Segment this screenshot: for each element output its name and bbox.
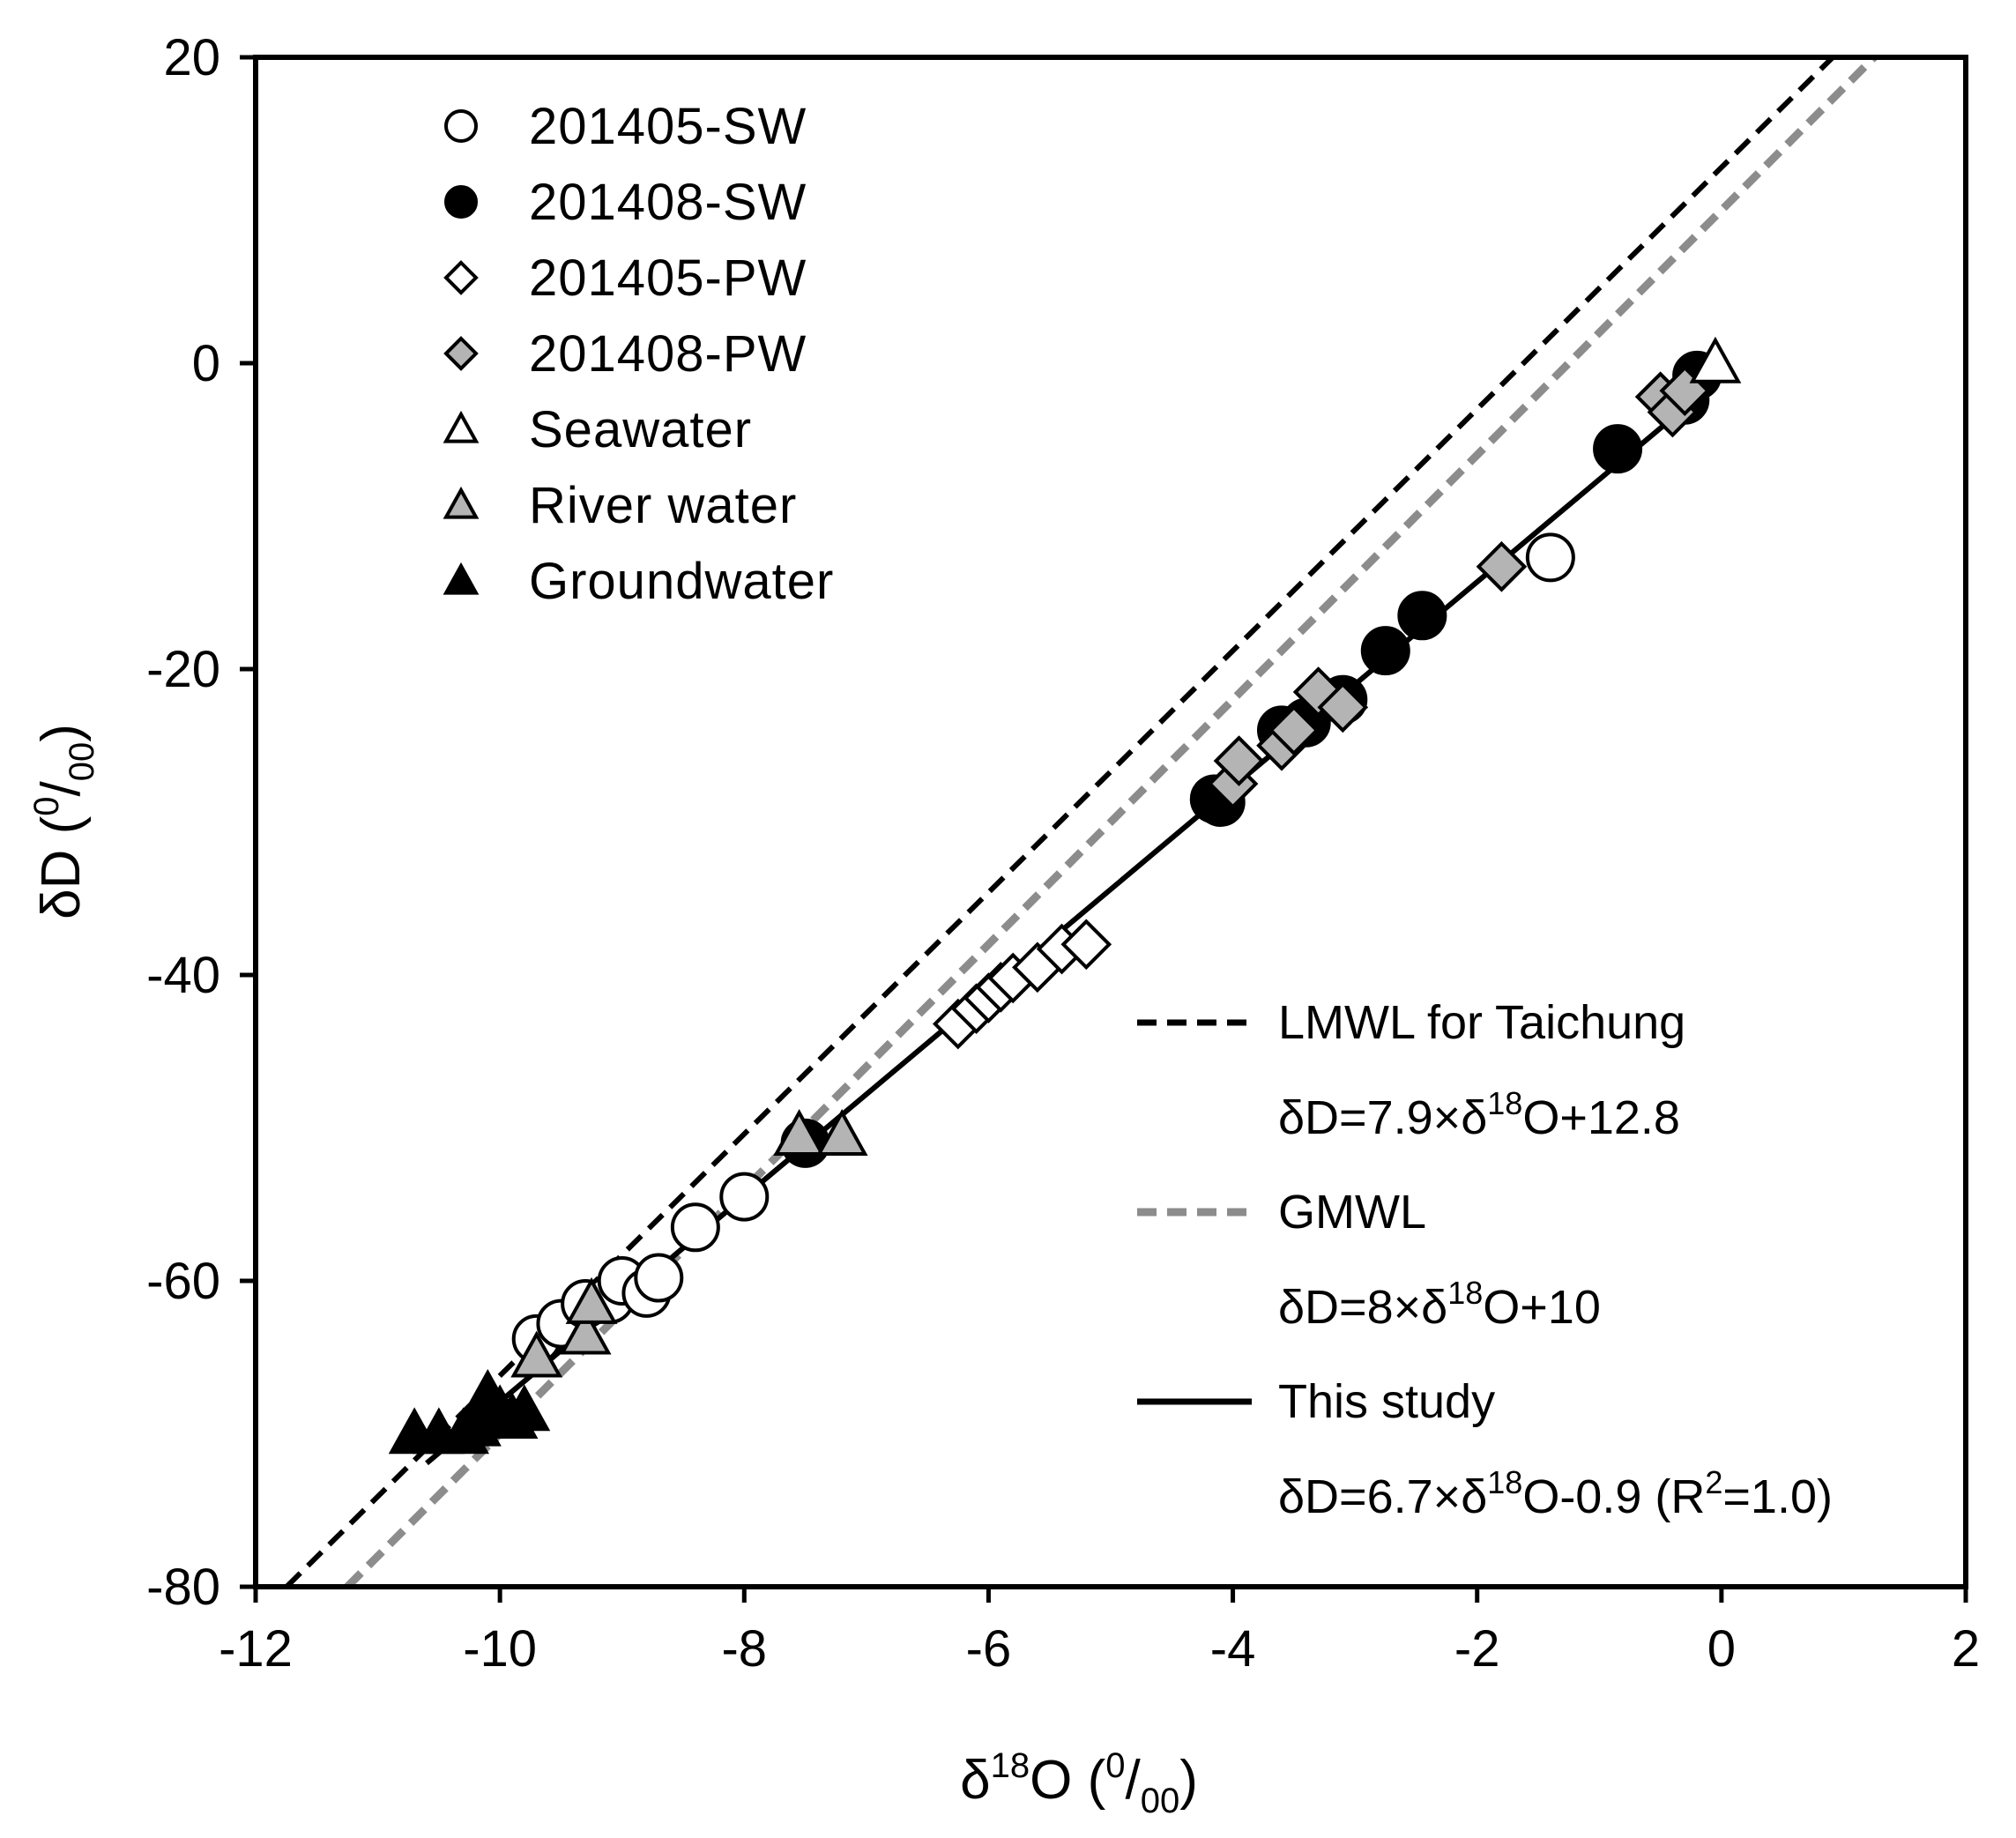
series-201405-pw [932,919,1112,1050]
y-tick-label: -40 [146,947,220,1004]
legend-lmwl-equation: δD=7.9×δ18O+12.8 [1278,1085,1680,1144]
legend-marker-groundwater [443,562,480,595]
x-axis-title-delta: δ [960,1750,991,1811]
lmwl-eq-pre: δD=7.9×δ [1278,1091,1487,1144]
point-201405-sw [1525,532,1575,583]
y-tick-label: 0 [192,335,220,392]
y-axis-title-unit-sup: 0 [27,796,66,815]
legend-label-201405-sw: 201405-SW [529,98,807,155]
y-axis-title-close: ) [31,724,92,742]
legend-gmwl-equation: δD=8×δ18O+10 [1278,1275,1601,1334]
legend-marker-201405-pw [443,260,479,295]
x-axis-title-sup: 18 [991,1746,1030,1785]
line-legend: LMWL for Taichung δD=7.9×δ18O+12.8 GMWL … [1137,996,1833,1523]
line-lmwl-for-taichung [284,57,1835,1587]
legend-marker-river-water [443,486,480,519]
line-gmwl [344,57,1878,1587]
x-axis-title-main: O ( [1030,1750,1105,1811]
legend-gmwl-label: GMWL [1278,1186,1426,1239]
point-201408-pw [1268,704,1320,756]
point-river-water [815,1109,868,1156]
point-groundwater [498,1384,551,1432]
point-201405-sw [719,1172,770,1222]
series-groundwater [388,1369,551,1455]
legend-label-201408-pw: 201408-PW [529,325,807,383]
y-axis-title-main: δD ( [31,815,92,919]
point-201408-pw [1213,735,1265,786]
point-201408-sw [1397,591,1447,641]
x-tick-label: -6 [966,1620,1012,1678]
series-201408-pw [1207,365,1711,809]
point-201405-sw [670,1202,720,1253]
x-tick-label: -10 [463,1620,537,1678]
legend-label-seawater: Seawater [529,401,752,458]
point-201408-pw [1317,681,1369,733]
point-river-water [559,1307,612,1355]
x-tick-label: -2 [1454,1620,1500,1678]
gmwl-eq-post: O+10 [1483,1281,1601,1334]
point-seawater [1689,336,1742,383]
point-201408-pw [1476,540,1528,592]
legend-study-equation: δD=6.7×δ18O-0.9 (R2=1.0) [1278,1464,1833,1523]
y-tick-label: -20 [146,641,220,698]
point-river-water [510,1330,563,1378]
legend-marker-201405-sw [444,109,478,143]
legend-label-201408-sw: 201408-SW [529,174,807,231]
legend-label-groundwater: Groundwater [529,553,834,610]
x-tick-label: 2 [1952,1620,1980,1678]
x-axis-title: δ18O (0/00) [960,1746,1198,1820]
y-tick-label: -80 [146,1559,220,1616]
point-river-water [773,1109,826,1156]
y-tick-label: -60 [146,1253,220,1310]
plot-frame [253,55,1968,1589]
study-eq-mid: O-0.9 (R [1522,1470,1705,1523]
y-tick-label: 20 [163,29,220,86]
lmwl-eq-sup: 18 [1487,1085,1522,1121]
legend-marker-201408-pw [443,336,479,371]
y-axis-title-unit-sub: 00 [63,742,101,782]
study-eq-post: =1.0) [1722,1470,1833,1523]
x-tick-label: -12 [219,1620,293,1678]
series-river-water [510,1109,868,1378]
legend-lmwl-label: LMWL for Taichung [1278,996,1685,1049]
point-201405-sw [634,1253,684,1303]
gmwl-eq-pre: δD=8×δ [1278,1281,1447,1334]
y-axis-title: δD (0/00) [27,724,101,919]
point-201405-pw [1060,919,1112,971]
x-tick-label: 0 [1707,1620,1736,1678]
point-201408-sw [1360,626,1410,676]
point-river-water [565,1276,618,1324]
point-201408-sw [1593,424,1643,474]
x-axis-title-unit-sup: 0 [1105,1746,1125,1785]
lmwl-eq-post: O+12.8 [1522,1091,1680,1144]
gmwl-eq-sup: 18 [1447,1275,1483,1311]
x-tick-label: -8 [721,1620,767,1678]
legend-label-river-water: River water [529,477,797,534]
x-axis-title-close: ) [1179,1750,1198,1811]
study-eq-sup: 18 [1487,1464,1522,1500]
study-eq-pre: δD=6.7×δ [1278,1470,1487,1523]
x-tick-label: -4 [1210,1620,1256,1678]
legend-marker-201408-sw [444,185,478,219]
legend-marker-seawater [443,410,480,443]
series-seawater [1689,336,1742,383]
study-eq-sup2: 2 [1705,1464,1722,1500]
x-axis-title-unit-slash: / [1125,1750,1141,1811]
points-layer [388,336,1742,1455]
legend-study-label: This study [1278,1375,1495,1428]
x-axis-title-unit-sub: 00 [1141,1782,1180,1820]
marker-legend: 201405-SW 201408-SW 201405-PW 201408-PW Seaw… [443,98,834,610]
y-axis-title-unit-slash: / [31,780,92,796]
legend-label-201405-pw: 201405-PW [529,249,807,307]
